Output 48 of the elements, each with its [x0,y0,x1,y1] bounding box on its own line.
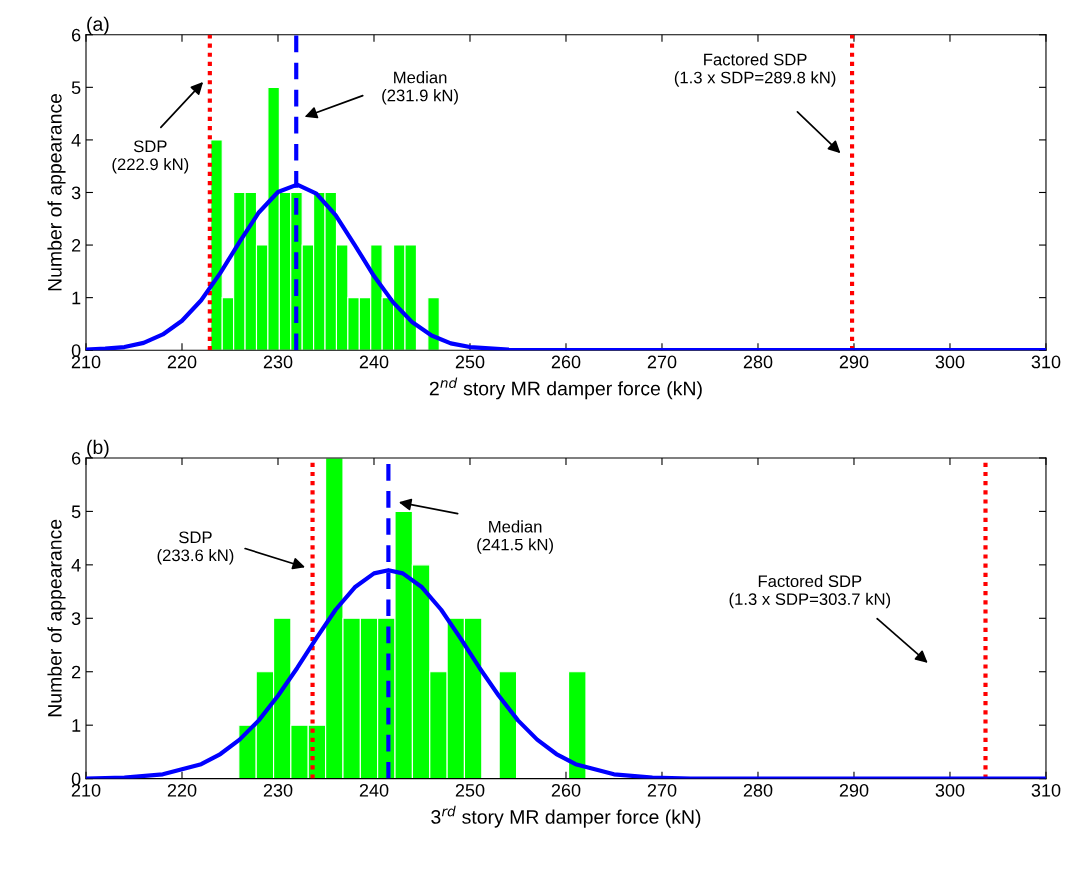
chart-title: (a) [87,16,109,35]
y-tick-label: 5 [71,505,81,519]
x-tick-label: 300 [935,783,965,797]
y-tick-label: 4 [71,134,81,147]
y-tick-label: 2 [72,665,81,679]
x-tick-label: 250 [455,355,485,369]
y-tick-label: 6 [72,451,81,465]
x-tick-label: 250 [455,783,485,797]
y-tick-label: 1 [72,719,81,732]
annotation: SDP (222.9 kN) [112,140,189,174]
y-tick-label: 3 [71,186,81,200]
x-tick-label: 240 [359,355,389,369]
x-tick-label: 280 [743,783,773,797]
y-tick-label: 1 [72,291,81,305]
chart-title: (b) [87,439,109,458]
y-tick-label: 2 [72,238,81,252]
annotation: Median (231.9 kN) [382,71,458,105]
y-axis-title: Number of appearance [47,93,66,291]
x-tick-label: 270 [647,355,677,369]
x-tick-label: 230 [263,783,293,797]
y-axis-title: Number of appearance [47,519,66,717]
x-tick-label: 230 [263,355,293,369]
x-tick-label: 260 [551,355,581,369]
y-tick-label: 0 [71,344,81,357]
y-tick-label: 4 [71,558,81,572]
x-tick-label: 210 [71,355,101,369]
x-tick-label: 290 [839,783,869,797]
annotation: Factored SDP (1.3 x SDP=289.8 kN) [674,53,836,87]
y-tick-label: 6 [72,28,81,42]
x-tick-label: 280 [743,355,773,369]
annotation: SDP (233.6 kN) [157,531,234,565]
x-tick-label: 300 [935,355,965,369]
annotation: Median (241.5 kN) [477,520,553,554]
y-tick-label: 3 [71,612,81,626]
x-axis-title: 2$^{nd}$ story MR damper force (kN) [429,377,702,400]
annotation: Factored SDP (1.3 x SDP=303.7 kN) [729,574,891,609]
x-tick-label: 310 [1031,783,1061,797]
y-tick-label: 5 [71,81,81,95]
x-tick-label: 210 [71,783,101,797]
x-tick-label: 270 [647,783,677,797]
x-tick-label: 290 [839,355,869,369]
y-tick-label: 0 [71,772,81,786]
x-tick-label: 220 [167,783,197,797]
x-tick-label: 260 [551,783,581,797]
x-axis-title: 3$^{rd}$ story MR damper force (kN) [431,805,701,828]
x-tick-label: 220 [167,355,197,369]
x-tick-label: 310 [1031,355,1061,369]
x-tick-label: 240 [359,783,389,797]
